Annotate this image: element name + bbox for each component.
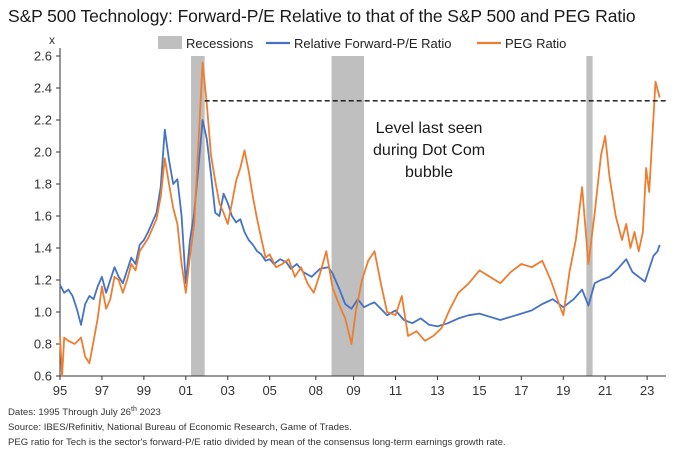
x-tick-label: 23 [640,383,654,398]
y-tick-label: 2.0 [34,145,52,160]
x-tick-label: 13 [430,383,444,398]
dates-note: Dates: 1995 Through July 26th 2023 [8,406,161,419]
legend-label-recessions: Recessions [186,36,254,51]
x-tick-label: 11 [389,383,403,398]
y-tick-label: 1.0 [34,305,52,320]
y-tick-label: 1.6 [34,209,52,224]
recession-band-3 [586,56,593,376]
peg-note: PEG ratio for Tech is the sector's forwa… [8,437,506,449]
x-tick-label: 17 [514,383,528,398]
legend-label-relative-pe: Relative Forward-P/E Ratio [294,36,452,51]
y-tick-label: 2.6 [34,49,52,64]
x-tick-label: 05 [262,383,276,398]
x-tick-label: 99 [137,383,151,398]
legend: Recessions Relative Forward-P/E Ratio PEG … [158,36,566,51]
series-lines [59,61,661,377]
y-tick-label: 0.6 [34,369,52,384]
x-tick-label: 95 [53,383,67,398]
y-tick-label: 1.4 [34,241,52,256]
annotation-line: Level last seen [376,120,483,137]
legend-swatch-recessions [158,36,182,49]
x-tick-label: 03 [221,383,235,398]
x-tick-label: 21 [598,383,612,398]
annotation-line: during Dot Com [373,142,485,159]
peg-ratio-line [59,61,661,377]
x-tick-label: 19 [556,383,570,398]
y-tick-label: 1.8 [34,177,52,192]
chart: x 0.6 0.8 1.0 1.2 1.4 1.6 1.8 2.0 2.2 2.4 2.6 95 97 99… [34,33,666,398]
chart-notes: Dates: 1995 Through July 26th 2023 Sourc… [8,402,506,450]
legend-label-peg: PEG Ratio [505,36,566,51]
recession-bands [191,56,593,376]
y-tick-label: 1.2 [34,273,52,288]
annotation-line: bubble [405,164,453,181]
y-tick-label: 2.2 [34,113,52,128]
x-tick-label: 09 [346,383,360,398]
x-tick-label: 15 [472,383,486,398]
x-tick-label: 97 [95,383,109,398]
y-axis-unit-label: x [49,33,55,47]
annotation-group: Level last seen during Dot Com bubble [204,100,666,181]
x-tick-label: 08 [309,383,323,398]
y-tick-label: 0.8 [34,337,52,352]
x-tick-label: 01 [179,383,193,398]
source-note: Source: IBES/Refinitiv, National Bureau … [8,422,352,434]
y-tick-label: 2.4 [34,81,52,96]
recession-band-2 [331,56,365,376]
axes: x 0.6 0.8 1.0 1.2 1.4 1.6 1.8 2.0 2.2 2.4 2.6 95 97 99… [34,33,666,398]
chart-title: S&P 500 Technology: Forward-P/E Relative… [8,6,636,26]
